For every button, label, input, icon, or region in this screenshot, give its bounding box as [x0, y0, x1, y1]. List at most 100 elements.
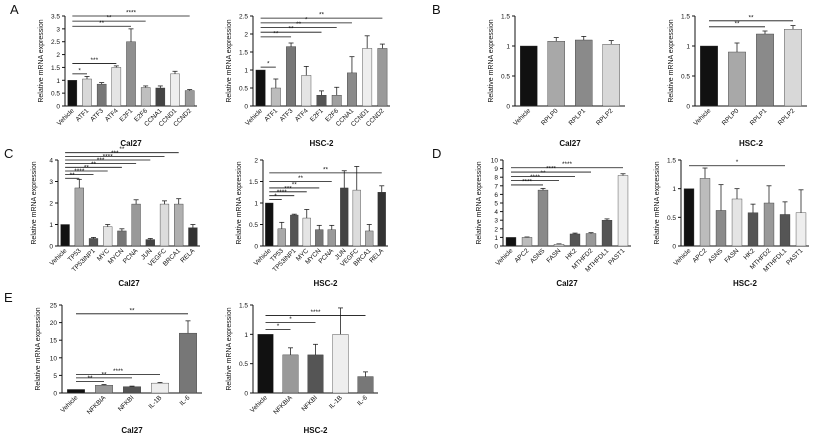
- panel-b-title: Cal27: [559, 139, 581, 148]
- panel-c2-bar-jun: [340, 187, 349, 247]
- panel-e2-xtick-label: IL-6: [356, 394, 369, 407]
- panel-a2-xtick-label: ATF4: [294, 107, 310, 123]
- panel-e-sig-label: **: [101, 371, 107, 378]
- panel-a-title: Cal27: [120, 139, 142, 148]
- panel-a2-ytick-label: 0.5: [239, 86, 248, 93]
- panel-label-B: B: [432, 2, 441, 17]
- panel-e-xtick-label: IL-1B: [147, 394, 163, 410]
- panel-e2-bar-il-1b: [332, 334, 349, 394]
- panel-a2-xtick-label: ATF1: [263, 107, 279, 123]
- panel-a2-sig-label: **: [273, 30, 279, 37]
- panel-c-bar-vegfc: [159, 203, 170, 247]
- panel-d-sig-label: ****: [562, 161, 573, 168]
- panel-a2-sig-label: **: [319, 12, 325, 19]
- panel-a-sig-label: **: [106, 15, 112, 22]
- panel-a2-ytick-label: 2.5: [239, 14, 248, 21]
- panel-a-ytick-label: 0.5: [51, 91, 60, 98]
- panel-c-sig-label: **: [84, 164, 90, 171]
- panel-a2-xtick-label: ATF3: [279, 107, 295, 123]
- panel-e2-ytick-label: 1.5: [239, 303, 248, 310]
- panel-d-bar-mthfdl1: [601, 219, 613, 247]
- panel-a2-sig-label: **: [289, 26, 295, 33]
- panel-c-xtick-label: RELA: [179, 247, 196, 264]
- panel-b2-bar-rplp2: [784, 29, 802, 107]
- panel-e2-bar-vehicle: [257, 334, 274, 394]
- panel-b2-bar-vehicle: [700, 45, 718, 107]
- panel-c-bar-pcna: [131, 203, 141, 247]
- panel-e-bar-nfkbia: [95, 385, 113, 394]
- panel-b2-title: HSC-2: [739, 139, 764, 148]
- panel-c2-bar-myc: [302, 217, 311, 247]
- panel-e-xtick-label: NFKBIA: [86, 394, 108, 416]
- panel-a-ytick-label: 2: [56, 52, 60, 59]
- panel-d-ytick-label: 4: [494, 209, 498, 216]
- panel-c-bar-mycn: [117, 230, 127, 247]
- panel-a2-bar-e2f6: [331, 94, 342, 107]
- panel-a2-bar-ccnd2: [377, 48, 388, 107]
- panel-e-xtick-label: IL-6: [179, 394, 192, 407]
- panel-a-bar-e2f1: [126, 41, 136, 107]
- panel-d2-bar-mthfd2: [763, 202, 775, 247]
- panel-b2-xtick-label: RPLP2: [777, 107, 797, 127]
- panel-c-bar-rela: [188, 227, 198, 247]
- panel-b-xtick-label: RPLP0: [540, 107, 560, 127]
- panel-a-bar-ccnd1: [170, 73, 180, 107]
- panel-d-ytick-label: 5: [494, 201, 498, 208]
- panel-c-ytick-label: 4: [49, 158, 53, 165]
- panel-a-xtick-label: ATF4: [104, 107, 120, 123]
- panel-a2-sig-label: *: [305, 16, 308, 23]
- panel-d-xtick-label: APC2: [513, 247, 530, 264]
- panel-e-sig-label: **: [129, 307, 135, 314]
- panel-a2-bar-vehicle: [255, 69, 266, 107]
- panel-c2-bar-vegfc: [352, 189, 361, 247]
- panel-c2-sig-label: **: [323, 166, 329, 173]
- panel-d-ylabel: Relative mRNA expression: [476, 161, 483, 244]
- panel-b2-bar-rplp1: [756, 33, 774, 107]
- panel-b2-ytick-label: 0: [686, 104, 690, 111]
- panel-d2-bar-asns: [715, 210, 727, 247]
- panel-b2-xtick-label: RPLP1: [749, 107, 769, 127]
- panel-d-ytick-label: 1: [494, 235, 498, 242]
- panel-b2-ylabel: Relative mRNA expression: [668, 19, 675, 102]
- panel-d-xtick-label: FASN: [545, 247, 562, 264]
- panel-label-D: D: [432, 146, 441, 161]
- panel-c2-ylabel: Relative mRNA expression: [236, 161, 243, 244]
- panel-d-ytick-label: 2: [494, 226, 498, 233]
- panel-c2-bar-mycn: [315, 229, 324, 247]
- panel-a-sig-label: ****: [126, 10, 137, 17]
- panel-label-E: E: [4, 290, 13, 305]
- panel-c2-sig-label: *: [274, 193, 277, 200]
- panel-d2-bar-vehicle: [683, 188, 695, 247]
- panel-c2-bar-rela: [377, 192, 386, 247]
- panel-c-ylabel: Relative mRNA expression: [31, 161, 38, 244]
- panel-a2-bar-atf1: [270, 87, 281, 107]
- panel-a2-bar-ccna1: [347, 72, 357, 107]
- panel-a-ytick-label: 3: [56, 26, 60, 33]
- panel-e-ytick-label: 5: [53, 373, 57, 380]
- panel-d2-xtick-label: APC2: [691, 247, 708, 264]
- panel-a2-xtick-label: E2F1: [309, 107, 325, 123]
- panel-e2-xtick-label: IL-1B: [328, 394, 344, 410]
- panel-c-xtick-label: MYCN: [107, 247, 126, 266]
- panel-e-xtick-label: Vehicle: [60, 394, 80, 414]
- panel-d-ytick-label: 6: [494, 192, 498, 199]
- panel-e-ytick-label: 15: [50, 338, 58, 345]
- panel-a-sig-label: ***: [91, 57, 99, 64]
- panel-a-ytick-label: 1: [56, 78, 60, 85]
- panel-d-xtick-label: PAST1: [607, 247, 626, 266]
- panel-a2-ytick-label: 1: [244, 68, 248, 75]
- panel-d-bar-vehicle: [505, 237, 517, 247]
- panel-a-bar-atf3: [96, 83, 107, 107]
- panel-e-ytick-label: 25: [50, 303, 58, 310]
- panel-e2-xtick-label: NFKBI: [300, 394, 319, 413]
- panel-c2-xtick-label: RELA: [368, 247, 385, 264]
- panel-e2-title: HSC-2: [303, 426, 328, 435]
- panel-b2-xtick-label: Vehicle: [693, 107, 713, 127]
- panel-e-bar-il-6: [179, 332, 197, 394]
- panel-e-ytick-label: 0: [53, 391, 57, 398]
- panel-a2-ytick-label: 0: [244, 104, 248, 111]
- panel-c-bar-jun: [145, 239, 155, 247]
- panel-c2-ytick-label: 0: [254, 244, 258, 251]
